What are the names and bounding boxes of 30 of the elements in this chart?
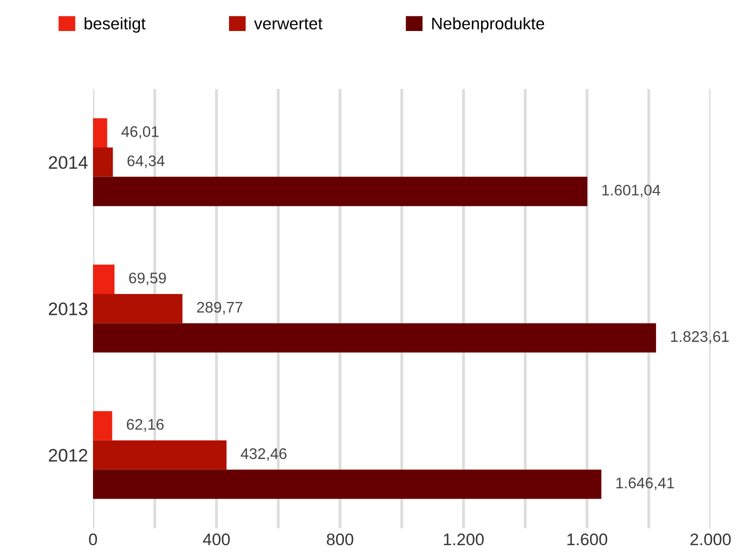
bar <box>93 176 588 206</box>
legend-label: verwertet <box>254 18 322 30</box>
bar <box>93 323 656 353</box>
data-label: 432,46 <box>240 448 286 461</box>
data-label: 46,01 <box>121 126 159 139</box>
data-label: 69,59 <box>129 272 166 286</box>
bar <box>93 264 114 294</box>
data-label: 62,16 <box>126 418 164 432</box>
x-tick-label: 0 <box>89 534 97 546</box>
bar <box>93 470 602 499</box>
y-tick-label: 2014 <box>48 156 88 169</box>
bar <box>93 411 112 440</box>
x-tick-label: 1.600 <box>567 534 608 546</box>
bar <box>93 294 182 324</box>
legend-label: beseitigt <box>84 17 146 33</box>
data-label: 1.601,04 <box>602 184 660 198</box>
data-label: 1.823,61 <box>671 331 729 344</box>
x-tick-label: 1.200 <box>444 534 484 546</box>
y-tick-label: 2012 <box>48 448 88 462</box>
bar <box>93 118 108 148</box>
data-label: 64,34 <box>128 155 165 168</box>
x-tick-label: 2.000 <box>690 534 731 546</box>
x-tick-label: 800 <box>326 534 354 546</box>
data-label: 289,77 <box>197 302 242 314</box>
x-tick-label: 400 <box>202 534 230 546</box>
bar <box>93 148 113 177</box>
y-tick-label: 2013 <box>48 302 88 316</box>
legend-label: Nebenprodukte <box>432 17 544 33</box>
data-label: 1.646,41 <box>616 478 674 490</box>
bar <box>93 440 227 470</box>
